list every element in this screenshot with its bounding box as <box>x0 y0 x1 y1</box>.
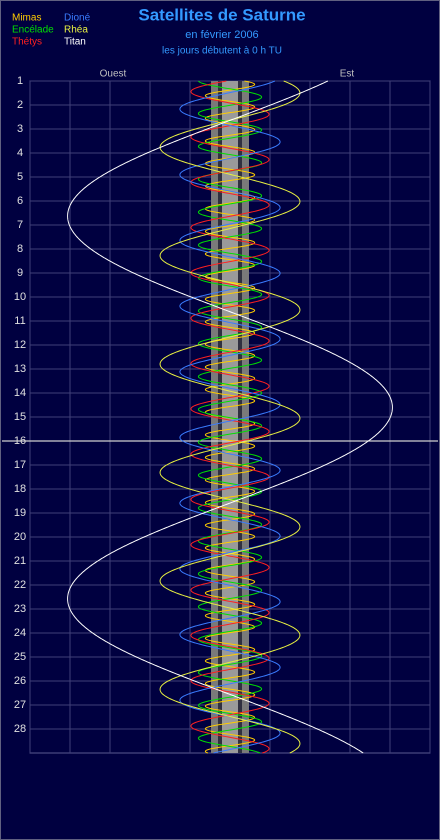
y-tick-label: 18 <box>14 483 26 495</box>
y-tick-label: 26 <box>14 675 26 687</box>
y-tick-label: 19 <box>14 507 26 519</box>
satellite-orbit <box>159 80 301 754</box>
y-tick-label: 17 <box>14 459 26 471</box>
note: les jours débutent à 0 h TU <box>162 46 282 57</box>
y-tick-label: 15 <box>14 411 26 423</box>
east-label: Est <box>340 69 355 80</box>
y-tick-label: 4 <box>17 147 23 159</box>
y-tick-label: 27 <box>14 699 26 711</box>
y-tick-label: 7 <box>17 219 23 231</box>
chart-title: Satellites de Saturne <box>138 5 305 24</box>
y-tick-label: 2 <box>17 99 23 111</box>
y-tick-label: 14 <box>14 387 26 399</box>
west-label: Ouest <box>100 69 127 80</box>
y-tick-label: 22 <box>14 579 26 591</box>
satellite-orbit <box>190 80 270 754</box>
y-tick-label: 9 <box>17 267 23 279</box>
y-tick-label: 21 <box>14 555 26 567</box>
y-tick-label: 5 <box>17 171 23 183</box>
subtitle: en février 2006 <box>185 29 258 41</box>
legend-entry: Dioné <box>64 13 91 24</box>
y-tick-label: 10 <box>14 291 26 303</box>
legend-entry: Thétys <box>12 37 42 48</box>
y-tick-label: 28 <box>14 723 26 735</box>
satellite-orbit <box>67 80 393 754</box>
y-tick-label: 23 <box>14 603 26 615</box>
y-tick-label: 1 <box>17 75 23 87</box>
y-tick-label: 20 <box>14 531 26 543</box>
legend-entry: Mimas <box>12 13 41 24</box>
satellite-orbit <box>179 80 281 754</box>
satellite-orbit <box>197 80 263 754</box>
legend-entry: Rhéa <box>64 25 88 36</box>
y-tick-label: 13 <box>14 363 26 375</box>
legend-entry: Titan <box>64 37 86 48</box>
y-tick-label: 25 <box>14 651 26 663</box>
y-tick-label: 8 <box>17 243 23 255</box>
y-tick-label: 12 <box>14 339 26 351</box>
y-tick-label: 24 <box>14 627 26 639</box>
y-tick-label: 11 <box>14 315 25 327</box>
legend-entry: Encélade <box>12 25 54 36</box>
y-tick-label: 6 <box>17 195 23 207</box>
y-tick-label: 3 <box>17 123 23 135</box>
